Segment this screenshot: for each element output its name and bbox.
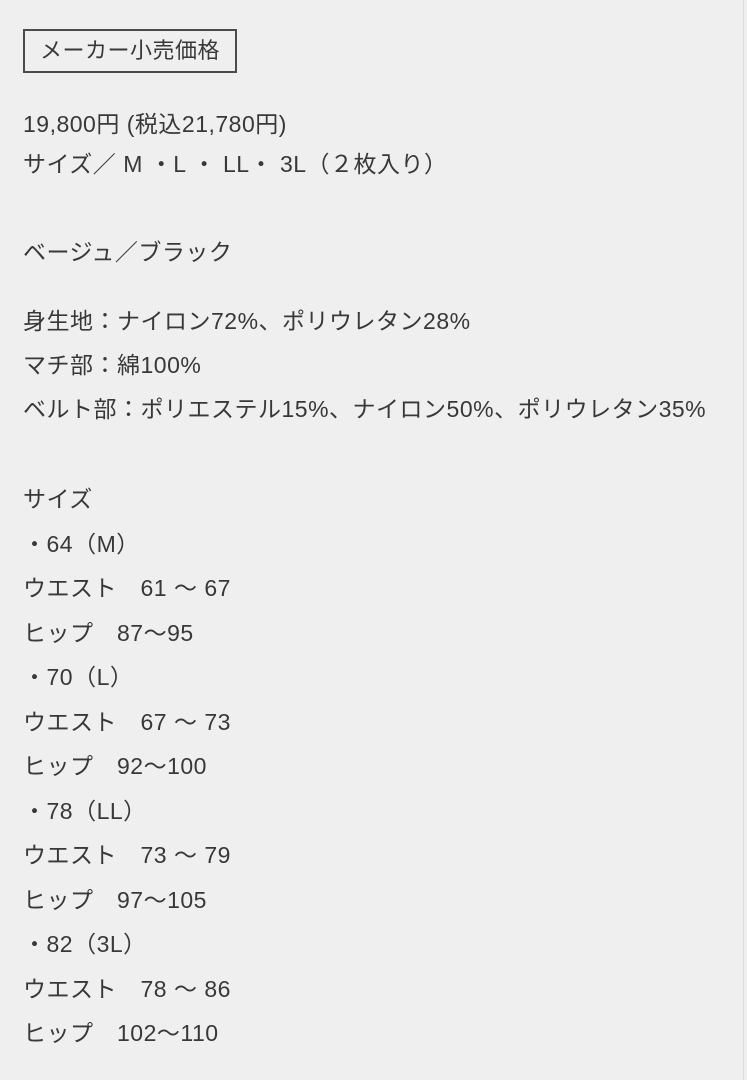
size-chart-block: サイズ ・64（M） ウエスト 61 〜 67 ヒップ 87〜95 ・70（L）… (23, 477, 727, 1056)
price-line: 19,800円 (税込21,780円) (23, 111, 287, 137)
size-entry-hip: ヒップ 92〜100 (23, 753, 207, 779)
content-right-border (743, 0, 744, 1080)
size-options-line: サイズ／ M ・L ・ LL・ 3L（２枚入り） (23, 151, 448, 177)
materials-block: 身生地：ナイロン72%、ポリウレタン28% マチ部：綿100% ベルト部：ポリエ… (23, 299, 727, 431)
color-options-line: ベージュ／ブラック (23, 239, 233, 265)
size-entry-label: ・70（L） (23, 664, 134, 690)
pricing-block: 19,800円 (税込21,780円) サイズ／ M ・L ・ LL・ 3L（２… (23, 104, 727, 184)
size-chart-heading: サイズ (23, 486, 93, 512)
size-entry-hip: ヒップ 87〜95 (23, 619, 194, 646)
retail-price-label: メーカー小売価格 (40, 38, 221, 63)
size-entry-waist: ウエスト 73 〜 79 (23, 842, 231, 868)
size-entry-hip: ヒップ 102〜110 (23, 1020, 219, 1046)
material-gusset-line: マチ部：綿100% (23, 352, 202, 378)
size-entry-waist: ウエスト 67 〜 73 (23, 708, 231, 735)
size-entry-hip: ヒップ 97〜105 (23, 886, 207, 913)
size-entry-label: ・78（LL） (23, 797, 147, 824)
retail-price-label-box: メーカー小売価格 (23, 29, 238, 73)
size-entry-label: ・64（M） (23, 530, 140, 557)
size-entry-waist: ウエスト 78 〜 86 (23, 975, 231, 1002)
material-belt-line: ベルト部：ポリエステル15%、ナイロン50%、ポリウレタン35% (23, 396, 707, 422)
size-entry-waist: ウエスト 61 〜 67 (23, 575, 231, 601)
material-body-fabric-line: 身生地：ナイロン72%、ポリウレタン28% (23, 308, 471, 334)
size-entry-label: ・82（3L） (23, 931, 147, 957)
